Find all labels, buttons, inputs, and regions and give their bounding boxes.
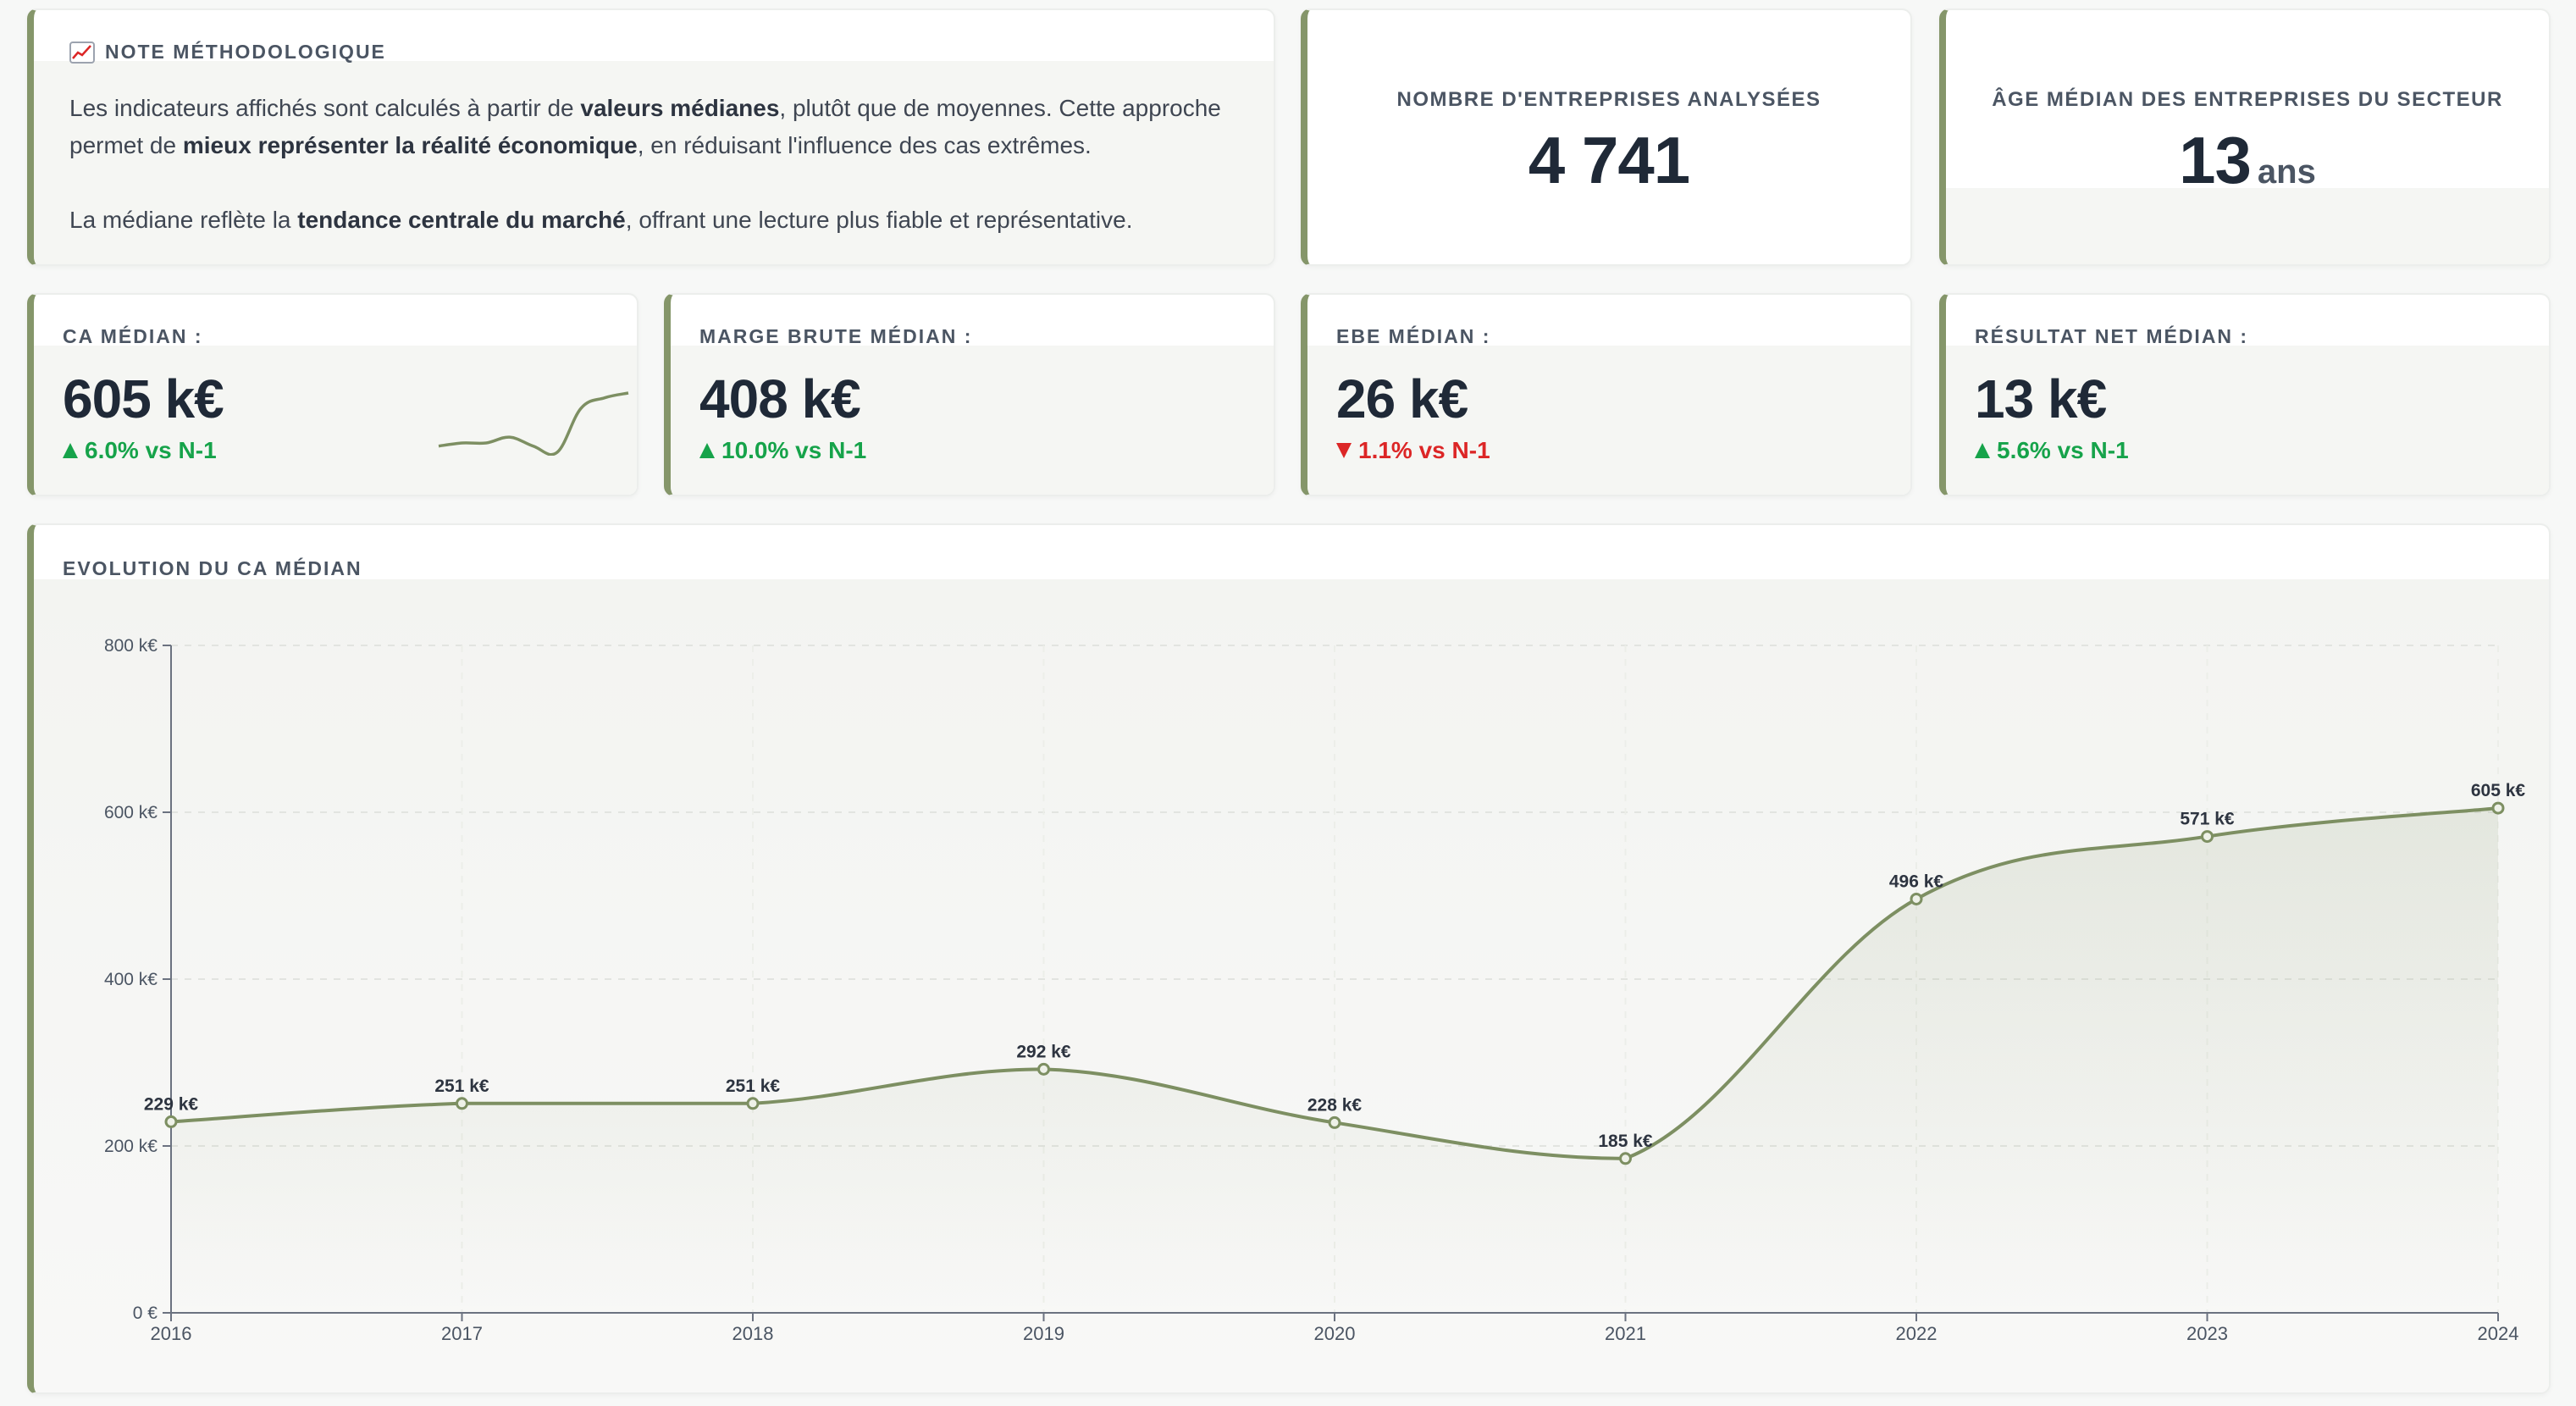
- companies-analyzed-card: NOMBRE D'ENTREPRISES ANALYSÉES 4 741: [1301, 8, 1912, 266]
- note-emphasis: valeurs médianes: [580, 95, 780, 121]
- y-tick-label: 200 k€: [104, 1137, 158, 1156]
- companies-analyzed-value: 4 741: [1528, 123, 1690, 197]
- kpi-delta-text: 1.1% vs N-1: [1358, 437, 1490, 463]
- arrow-down-icon: [1336, 443, 1352, 458]
- data-label: 571 k€: [2180, 810, 2235, 829]
- note-title: NOTE MÉTHODOLOGIQUE: [105, 41, 386, 63]
- x-tick-label: 2017: [441, 1323, 483, 1344]
- median-age-card: ÂGE MÉDIAN DES ENTREPRISES DU SECTEUR 13…: [1939, 8, 2551, 266]
- y-tick-label: 0 €: [133, 1304, 158, 1323]
- card-band: [34, 61, 1274, 264]
- area-fill: [171, 808, 2498, 1313]
- kpi-delta-text: 10.0% vs N-1: [721, 437, 867, 463]
- data-label: 228 k€: [1307, 1095, 1363, 1115]
- data-label: 251 k€: [726, 1077, 781, 1096]
- median-age-value: 13 ans: [1946, 122, 2549, 199]
- arrow-up-icon: [63, 443, 78, 458]
- x-tick-label: 2018: [732, 1323, 774, 1344]
- kpi-delta: 10.0% vs N-1: [699, 437, 866, 464]
- kpi-value: 26 k€: [1336, 368, 1468, 429]
- kpi-delta: 6.0% vs N-1: [63, 437, 217, 464]
- data-point: [164, 1115, 178, 1128]
- sparkline: [438, 391, 629, 456]
- data-point: [746, 1097, 760, 1110]
- data-point: [1037, 1062, 1050, 1076]
- kpi-label: EBE MÉDIAN :: [1336, 325, 1491, 347]
- x-tick-label: 2020: [1314, 1323, 1356, 1344]
- data-point: [1910, 892, 1923, 905]
- data-point: [2491, 801, 2505, 815]
- note-emphasis: mieux représenter la réalité économique: [182, 132, 638, 158]
- data-label: 496 k€: [1889, 872, 1944, 891]
- data-point: [1328, 1115, 1341, 1129]
- revenue-evolution-chart-card: EVOLUTION DU CA MÉDIAN 0 € 200 k€ 400 k€ 60…: [27, 523, 2551, 1394]
- note-paragraph-2: La médiane reflète la tendance centrale …: [69, 202, 1240, 239]
- chart-increasing-icon: [69, 41, 95, 64]
- note-emphasis: tendance centrale du marché: [297, 207, 626, 233]
- arrow-up-icon: [699, 443, 715, 458]
- kpi-value: 408 k€: [699, 368, 861, 429]
- data-point: [2201, 830, 2214, 844]
- median-age-unit: ans: [2257, 153, 2316, 191]
- note-text: Les indicateurs affichés sont calculés à…: [69, 95, 581, 121]
- kpi-label: MARGE BRUTE MÉDIAN :: [699, 325, 973, 347]
- median-age-label: ÂGE MÉDIAN DES ENTREPRISES DU SECTEUR: [1992, 88, 2503, 111]
- note-text: , en réduisant l'influence des cas extrê…: [637, 132, 1092, 158]
- data-label: 292 k€: [1016, 1042, 1071, 1061]
- y-tick-label: 800 k€: [104, 636, 158, 656]
- kpi-delta-text: 6.0% vs N-1: [85, 437, 217, 463]
- x-tick-label: 2022: [1896, 1323, 1938, 1344]
- note-text: La médiane reflète la: [69, 207, 298, 233]
- series-line: [170, 806, 2499, 1160]
- x-tick-label: 2023: [2186, 1323, 2228, 1344]
- data-label: 185 k€: [1598, 1132, 1653, 1151]
- note-body: Les indicateurs affichés sont calculés à…: [69, 90, 1240, 239]
- kpi-card-net-result: RÉSULTAT NET MÉDIAN : 13 k€ 5.6% vs N-1: [1939, 293, 2551, 496]
- marks-layer: 229 k€ 251 k€ 251 k€ 292 k€ 228 k€ 185 k€ 496 …: [144, 781, 2526, 1165]
- area-layer: [170, 806, 2499, 1313]
- note-text: , offrant une lecture plus fiable et rep…: [625, 207, 1133, 233]
- kpi-delta: 5.6% vs N-1: [1975, 437, 2129, 464]
- kpi-label: RÉSULTAT NET MÉDIAN :: [1975, 325, 2249, 347]
- chart-title: EVOLUTION DU CA MÉDIAN: [63, 557, 362, 579]
- kpi-card-gross-margin: MARGE BRUTE MÉDIAN : 408 k€ 10.0% vs N-1: [664, 293, 1275, 496]
- note-header: NOTE MÉTHODOLOGIQUE: [69, 41, 386, 64]
- y-tick-label: 600 k€: [104, 803, 158, 822]
- axis-layer: 0 € 200 k€ 400 k€ 600 k€ 800 k€ 2016 2017 2018 2…: [104, 636, 2519, 1344]
- kpi-card-ebe: EBE MÉDIAN : 26 k€ 1.1% vs N-1: [1301, 293, 1912, 496]
- kpi-card-ca: CA MÉDIAN : 605 k€ 6.0% vs N-1: [27, 293, 638, 496]
- y-tick-label: 400 k€: [104, 970, 158, 989]
- kpi-delta: 1.1% vs N-1: [1336, 437, 1490, 464]
- median-age-number: 13: [2179, 123, 2252, 197]
- x-tick-label: 2024: [2478, 1323, 2519, 1344]
- data-point: [456, 1097, 468, 1110]
- x-tick-label: 2021: [1605, 1323, 1646, 1344]
- methodology-note-card: NOTE MÉTHODOLOGIQUE Les indicateurs affi…: [27, 8, 1275, 266]
- data-label: 605 k€: [2471, 781, 2526, 800]
- kpi-delta-text: 5.6% vs N-1: [1997, 437, 2129, 463]
- kpi-label: CA MÉDIAN :: [63, 325, 203, 347]
- arrow-up-icon: [1975, 443, 1990, 458]
- note-paragraph-1: Les indicateurs affichés sont calculés à…: [69, 90, 1240, 164]
- companies-analyzed-label: NOMBRE D'ENTREPRISES ANALYSÉES: [1396, 88, 1821, 111]
- kpi-value: 605 k€: [63, 368, 224, 429]
- kpi-value: 13 k€: [1975, 368, 2107, 429]
- revenue-evolution-chart: 0 € 200 k€ 400 k€ 600 k€ 800 k€ 2016 2017 2018 2…: [104, 636, 2526, 1344]
- x-tick-label: 2019: [1023, 1323, 1064, 1344]
- sparkline-path: [438, 391, 629, 456]
- x-tick-label: 2016: [151, 1323, 192, 1344]
- data-point: [1619, 1152, 1632, 1165]
- data-label: 229 k€: [144, 1094, 199, 1114]
- note-text: , plutôt que de moyennes. Cette approche…: [69, 95, 1221, 158]
- data-label: 251 k€: [434, 1077, 489, 1096]
